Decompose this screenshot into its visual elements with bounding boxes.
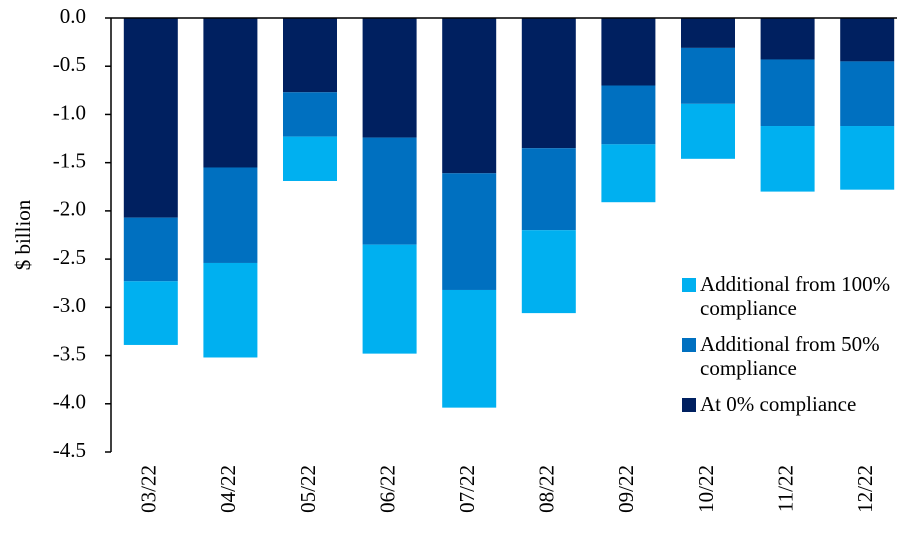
legend-entry: At 0% compliance bbox=[680, 392, 895, 416]
bar-segment bbox=[362, 137, 417, 245]
x-tick-label: 12/22 bbox=[853, 465, 877, 513]
x-tick-label: 11/22 bbox=[773, 465, 797, 512]
bar-segment bbox=[442, 289, 497, 408]
bar-segment bbox=[840, 18, 895, 62]
bar-segment bbox=[123, 18, 178, 218]
bar-segment bbox=[601, 144, 656, 203]
bar-segment bbox=[283, 18, 337, 93]
bar-segment bbox=[123, 281, 178, 345]
bar-segment bbox=[123, 217, 178, 282]
legend-swatch bbox=[682, 338, 696, 352]
bar-segment bbox=[601, 85, 656, 145]
bar-segment bbox=[760, 126, 815, 192]
x-tick-label: 05/22 bbox=[296, 465, 320, 513]
y-tick-label: -2.0 bbox=[53, 197, 86, 221]
x-tick-label: 06/22 bbox=[375, 465, 399, 513]
legend-label: Additional from 50% compliance bbox=[700, 332, 880, 380]
bar-segment bbox=[601, 18, 656, 86]
bar-segment bbox=[362, 244, 417, 354]
legend-label: At 0% compliance bbox=[700, 392, 857, 416]
y-tick-label: -4.5 bbox=[53, 438, 86, 462]
y-tick-label: -2.5 bbox=[53, 245, 86, 269]
bar-segment bbox=[521, 148, 576, 231]
bar-segment bbox=[840, 126, 895, 190]
bar-segment bbox=[203, 18, 258, 168]
bar-segment bbox=[521, 230, 576, 314]
bar-segment bbox=[283, 92, 337, 137]
bar-segment bbox=[760, 59, 815, 127]
x-tick-label: 03/22 bbox=[137, 465, 161, 513]
y-tick-label: -1.0 bbox=[53, 100, 86, 124]
y-tick-label: -3.5 bbox=[53, 341, 86, 365]
y-axis-label: $ billion bbox=[11, 199, 35, 270]
legend-entry: Additional from 50% compliance bbox=[680, 332, 895, 380]
bar-segment bbox=[681, 18, 735, 48]
bar-segment bbox=[283, 136, 337, 181]
legend-swatch bbox=[682, 398, 696, 412]
bar-segment bbox=[442, 173, 497, 290]
bar-segment bbox=[760, 18, 815, 60]
legend-label: Additional from 100% compliance bbox=[700, 272, 891, 320]
y-tick-label: -0.5 bbox=[53, 52, 86, 76]
bar-segment bbox=[681, 103, 735, 159]
bar-segment bbox=[840, 61, 895, 127]
y-tick-label: 0.0 bbox=[60, 4, 86, 28]
x-tick-label: 10/22 bbox=[694, 465, 718, 513]
legend-swatch bbox=[682, 278, 696, 292]
bar-segment bbox=[521, 18, 576, 149]
x-tick-label: 07/22 bbox=[455, 465, 479, 513]
y-tick-label: -1.5 bbox=[53, 148, 86, 172]
x-tick-label: 04/22 bbox=[216, 465, 240, 513]
legend-entry: Additional from 100% compliance bbox=[680, 272, 895, 320]
y-tick-label: -4.0 bbox=[53, 390, 86, 414]
y-tick-label: -3.0 bbox=[53, 293, 86, 317]
bar-segment bbox=[681, 47, 735, 104]
x-tick-label: 09/22 bbox=[614, 465, 638, 513]
x-tick-label: 08/22 bbox=[535, 465, 559, 513]
bar-segment bbox=[203, 167, 258, 263]
legend: Additional from 100% compliance Additiona… bbox=[680, 272, 900, 428]
bar-segment bbox=[442, 18, 497, 174]
bar-segment bbox=[362, 18, 417, 138]
bar-segment bbox=[203, 262, 258, 358]
